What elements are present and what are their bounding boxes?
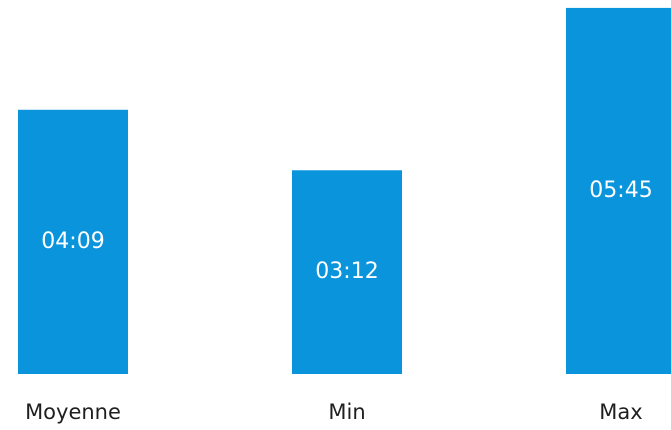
bar-value-label: 05:45 <box>589 178 652 203</box>
category-label: Max <box>599 400 642 424</box>
bar-max <box>566 7 671 375</box>
bars-group <box>18 7 671 375</box>
category-label: Min <box>328 400 365 424</box>
bar-value-label: 04:09 <box>41 229 104 254</box>
bar-moyenne <box>18 109 128 374</box>
bar-min <box>292 170 402 374</box>
value-labels-group: 04:09 03:12 05:45 <box>41 178 652 284</box>
category-label: Moyenne <box>25 400 121 424</box>
category-labels-group: Moyenne Min Max <box>25 400 643 424</box>
bar-value-label: 03:12 <box>315 259 378 284</box>
